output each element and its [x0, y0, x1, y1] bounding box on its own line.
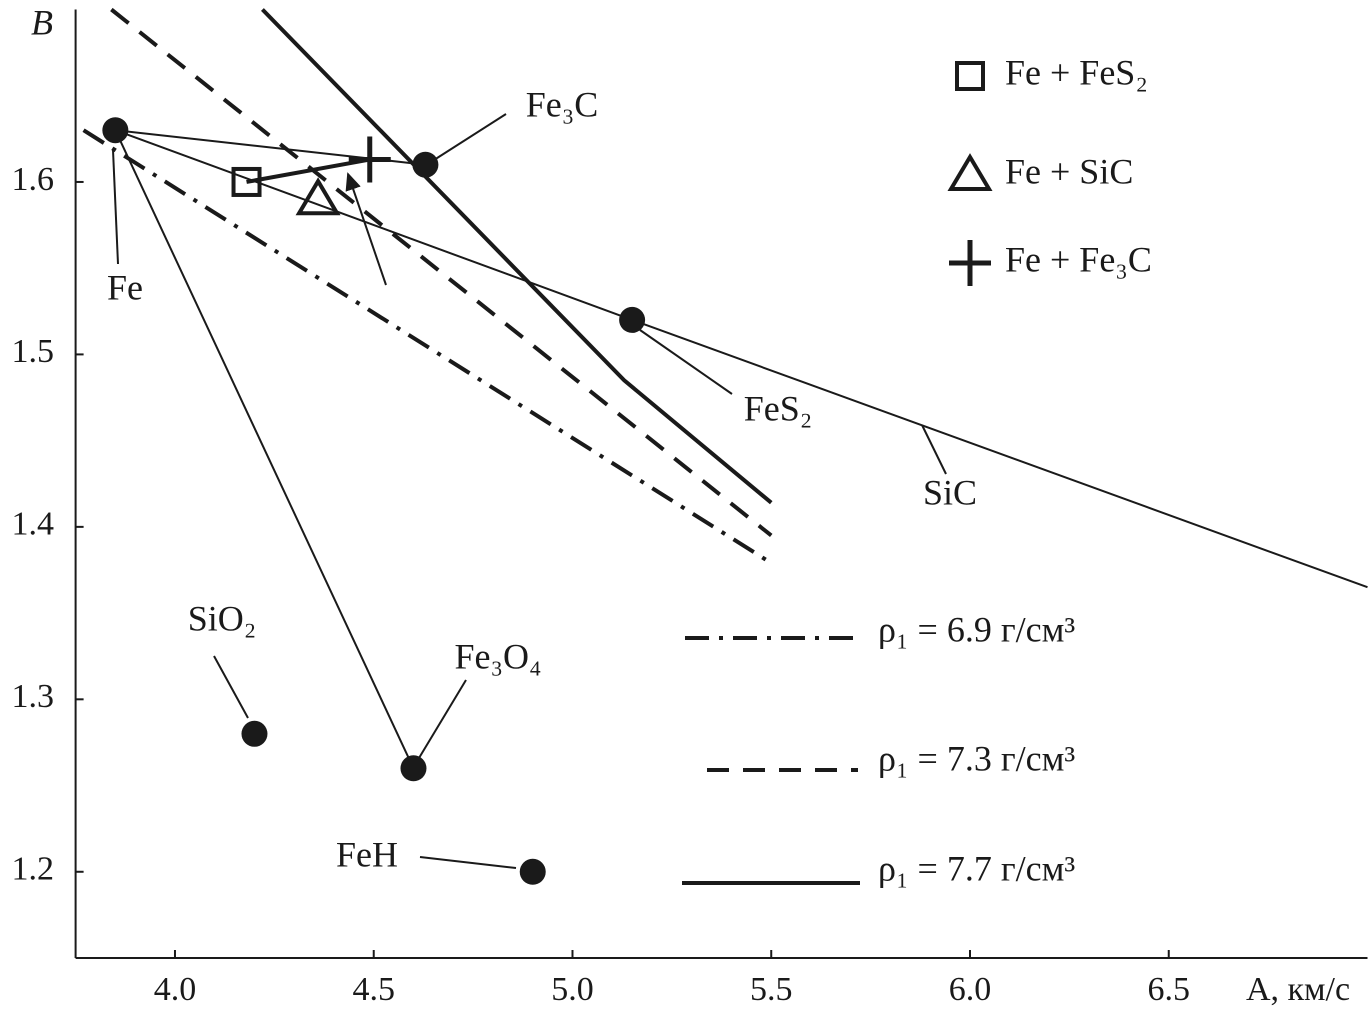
material-point — [519, 858, 546, 885]
leader — [639, 329, 733, 395]
y-tick-label: 1.3 — [12, 678, 55, 715]
mixture-marker — [295, 177, 341, 216]
x-tick-label: 6.0 — [949, 971, 992, 1008]
point-label: Fe — [107, 267, 143, 307]
legend-marker — [955, 61, 985, 91]
y-tick-label: 1.6 — [12, 161, 55, 198]
leader — [419, 856, 517, 869]
point-label: FeS₂ — [744, 388, 813, 428]
leader — [213, 655, 249, 719]
x-tick-label: 5.0 — [551, 971, 594, 1008]
legend-label: Fe + Fe₃C — [1005, 239, 1152, 279]
point-label: Fe₃O₄ — [454, 636, 541, 676]
x-tick-label: 4.5 — [352, 971, 395, 1008]
x-tick-label: 6.5 — [1147, 971, 1190, 1008]
tie-line — [114, 129, 415, 769]
point-label: Fe₃C — [526, 84, 599, 124]
y-tick-label: 1.2 — [12, 851, 55, 888]
legend-label: ρ₁ = 7.3 г/см³ — [878, 738, 1075, 778]
leader — [418, 679, 467, 759]
x-tick-label: 5.5 — [750, 971, 793, 1008]
density-line — [82, 128, 773, 565]
y-tick-label: 1.4 — [12, 506, 55, 543]
leader — [112, 149, 119, 265]
mixture-line — [246, 157, 371, 184]
arrow — [345, 172, 387, 286]
material-point — [400, 755, 427, 782]
point-label: SiO₂ — [188, 598, 257, 638]
y-tick-label: 1.5 — [12, 333, 55, 370]
legend-label: ρ₁ = 6.9 г/см³ — [878, 609, 1075, 649]
legend-marker — [949, 240, 991, 286]
material-point — [102, 117, 129, 144]
leader — [433, 113, 507, 161]
legend-label: ρ₁ = 7.7 г/см³ — [878, 848, 1075, 888]
material-point — [241, 720, 268, 747]
density-line — [260, 8, 773, 505]
mixture-marker — [231, 166, 262, 197]
legend-label: Fe + SiC — [1005, 151, 1133, 191]
x-tick-label: 4.0 — [154, 971, 197, 1008]
mixture-marker — [348, 136, 391, 183]
tie-line — [115, 129, 1368, 589]
line-label: SiC — [923, 472, 977, 512]
material-point — [619, 306, 646, 333]
material-point — [412, 151, 439, 178]
density-line — [110, 7, 773, 538]
legend-label: Fe + FeS₂ — [1005, 52, 1148, 92]
y-axis-label: B — [31, 2, 53, 42]
leader — [921, 424, 947, 475]
point-label: FeH — [336, 834, 398, 874]
legend-marker — [947, 153, 993, 191]
x-axis-label: A, км/с — [1246, 971, 1350, 1008]
